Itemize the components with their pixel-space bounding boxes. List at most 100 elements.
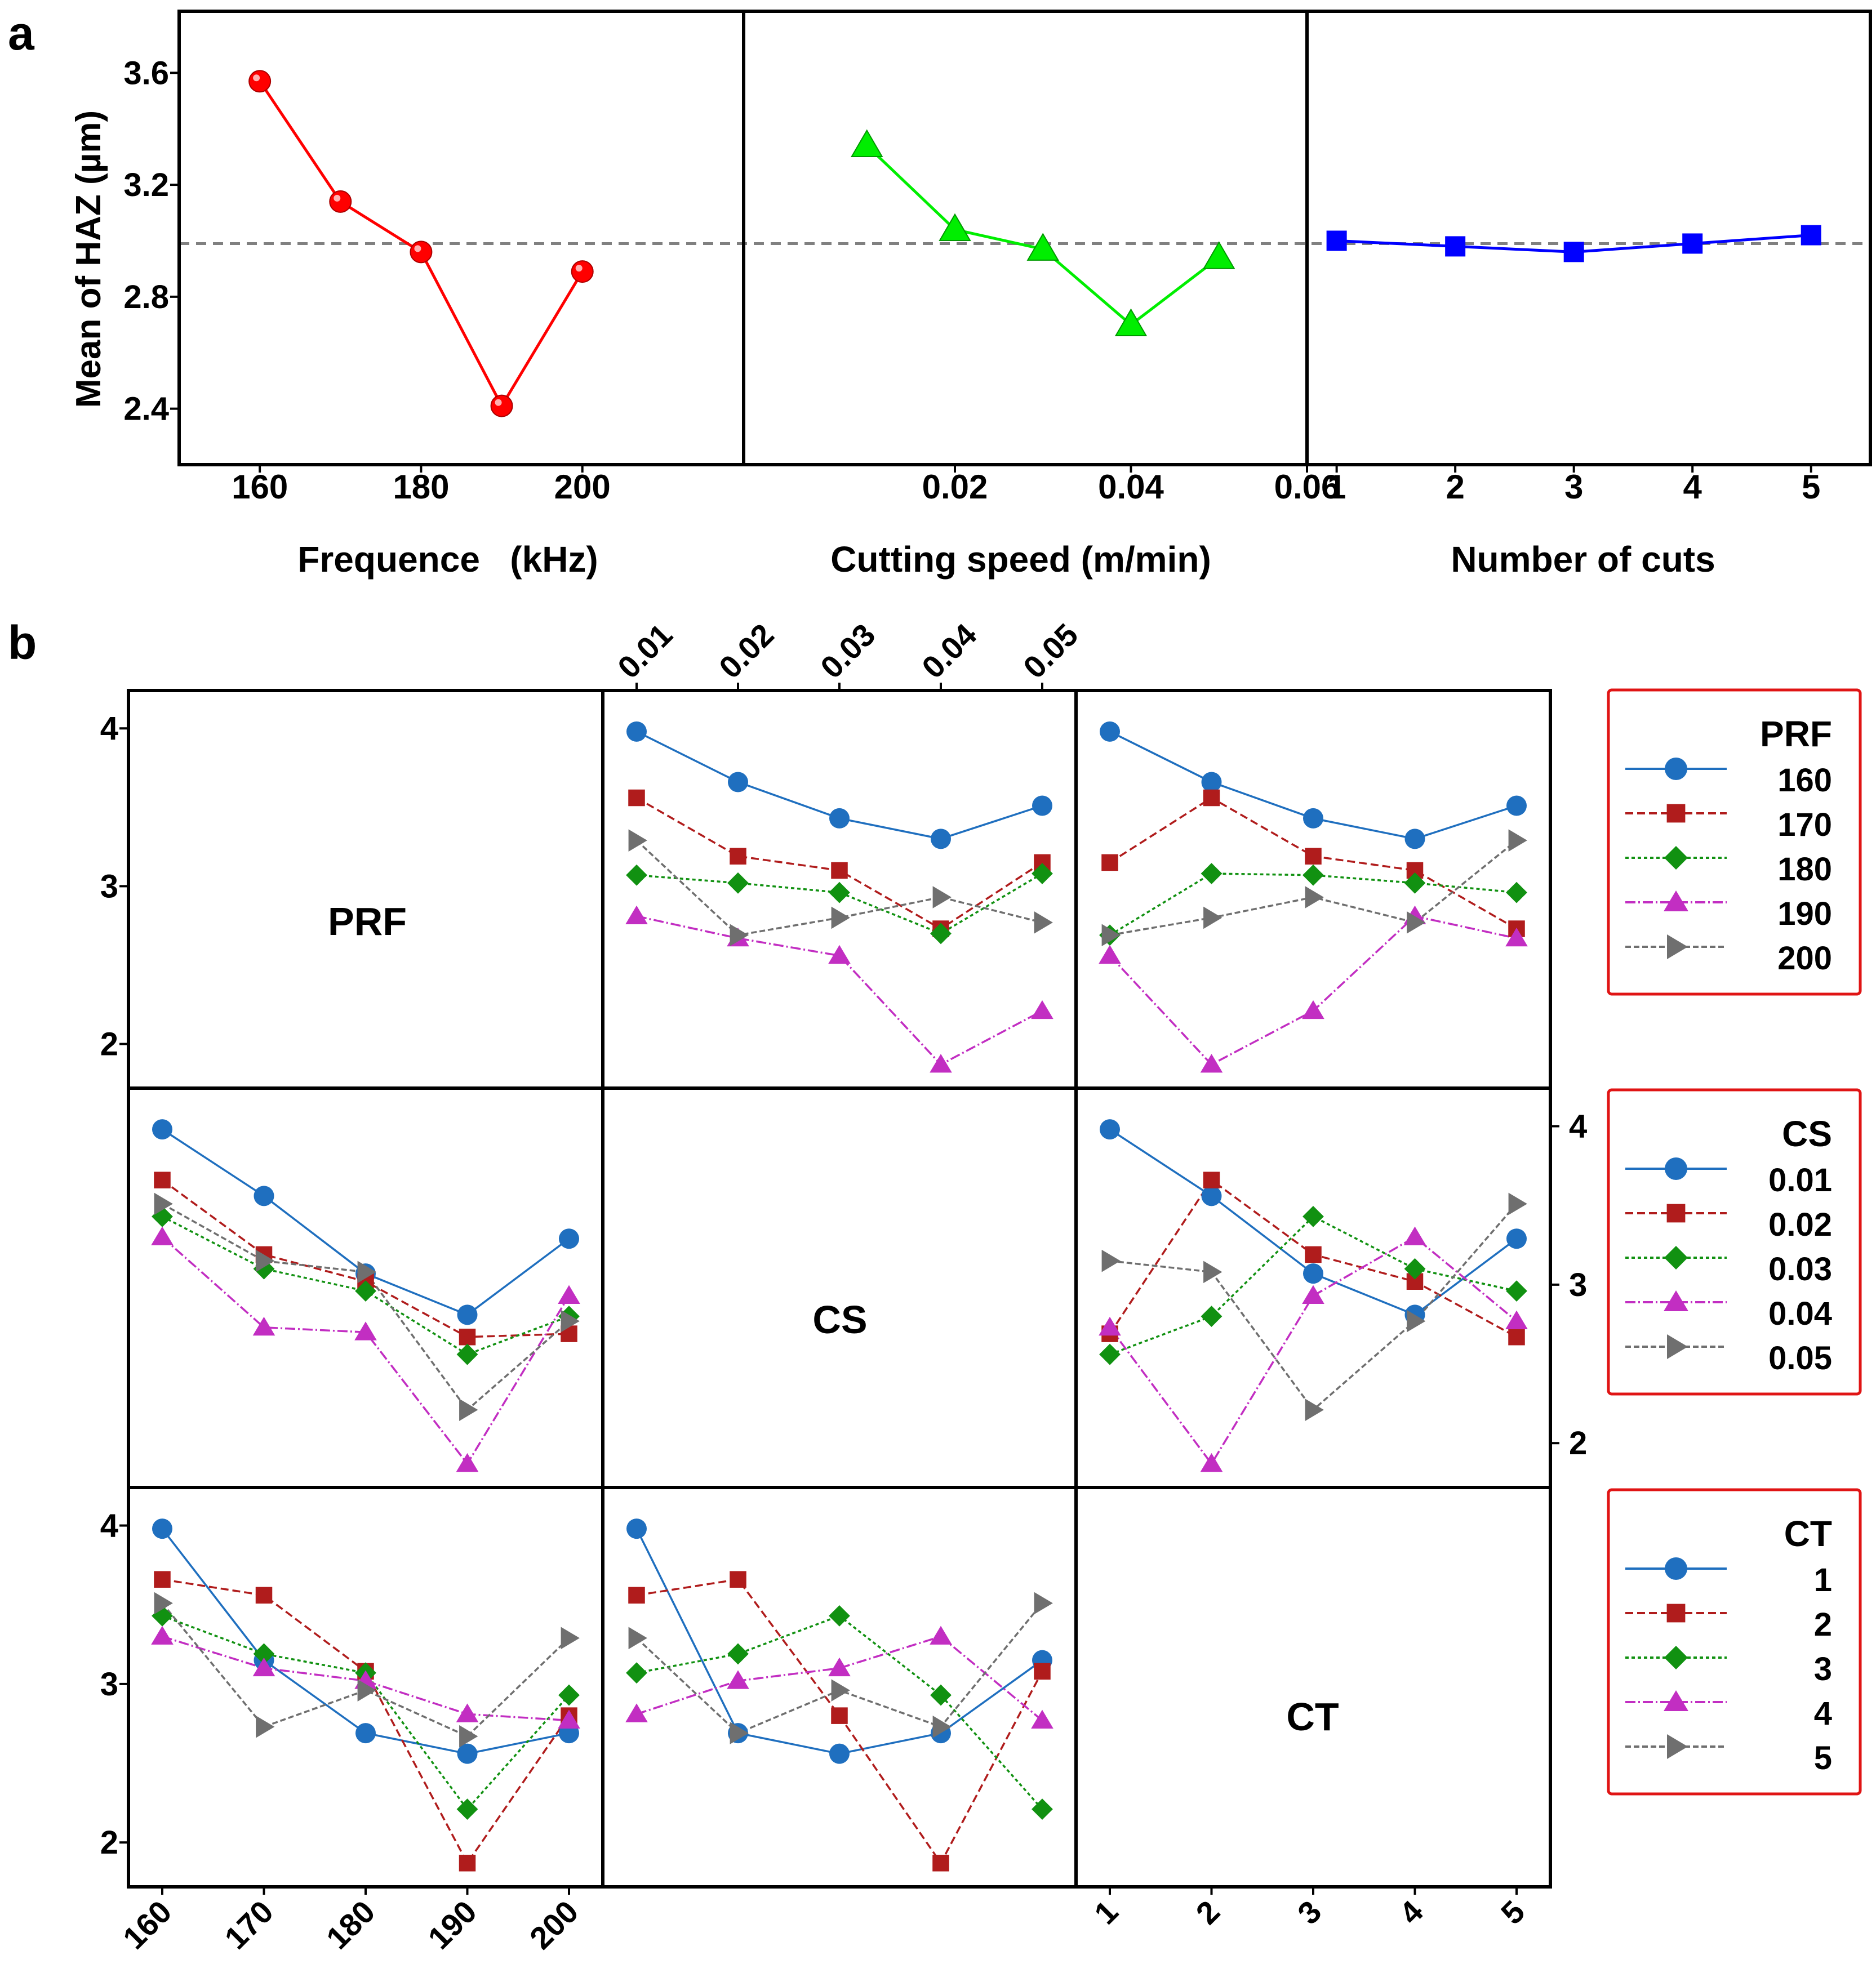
series-point-160-3: [829, 808, 850, 829]
series-point-0.05-1: [1101, 1249, 1121, 1272]
legend-ct-entry-2: 2: [1814, 1606, 1832, 1643]
x-tick-label: 5: [1802, 468, 1820, 506]
series-point-170-2: [1203, 789, 1220, 807]
panel-a-x-label-frequence: Frequence (kHz): [297, 539, 598, 580]
data-point-3-1: [1326, 230, 1347, 251]
series-point-2-3: [831, 1707, 848, 1724]
series-line-4: [636, 1635, 1043, 1721]
series-point-0.04-4: [456, 1453, 479, 1472]
series-point-0.01-4: [457, 1304, 478, 1325]
factor-label-cs: CS: [812, 1298, 867, 1342]
series-line-190: [636, 915, 1043, 1066]
series-point-1-1: [152, 1518, 172, 1539]
x-tick-label: 180: [393, 468, 449, 506]
series-point-170-1: [1101, 854, 1118, 871]
data-point-3-5: [1801, 225, 1821, 246]
x-tick-label: 0.03: [813, 617, 882, 685]
interaction-cell-row3-col2: [625, 1518, 1053, 1872]
data-point-1-4: [490, 394, 513, 417]
data-point-1-3-highlight: [414, 245, 421, 252]
series-line-2: [162, 1578, 570, 1865]
series-point-190-4: [930, 1054, 952, 1073]
legend-prf-entry-3: 180: [1777, 851, 1832, 888]
legend-prf-entry-1: 160: [1777, 762, 1832, 799]
x-tick-label: 180: [319, 1894, 382, 1956]
series-point-1-4: [457, 1743, 478, 1764]
series-point-3-1: [626, 1662, 647, 1684]
legend-cs-entry-3: 0.03: [1768, 1251, 1832, 1288]
series-point-0.02-2: [1203, 1172, 1220, 1188]
y-tick-label: 3: [100, 868, 118, 905]
series-point-1-3: [829, 1743, 850, 1764]
data-point-1-2-highlight: [334, 194, 341, 202]
series-point-0.04-5: [1505, 1310, 1528, 1329]
series-point-0.03-4: [1404, 1258, 1426, 1280]
series-point-0.04-1: [1099, 1316, 1121, 1336]
legend-ct-entry-1: 1: [1814, 1562, 1832, 1598]
series-point-170-1: [628, 789, 645, 807]
series-point-3-5: [1032, 1798, 1053, 1820]
series-point-0.05-4: [1407, 1310, 1426, 1333]
series-point-160-4: [1404, 829, 1425, 849]
legend-ct: CT 1 2 3 4 5: [1607, 1488, 1862, 1796]
series-point-180-1: [626, 864, 647, 886]
series-point-0.05-5: [561, 1310, 580, 1333]
series-point-160-1: [1100, 721, 1120, 742]
series-line-0.04: [161, 1236, 570, 1466]
x-tick-label: 4: [1392, 1894, 1430, 1931]
series-point-0.04-1: [151, 1226, 174, 1245]
series-point-4-4: [456, 1703, 479, 1722]
x-tick-label: 0.04: [1098, 468, 1164, 506]
legend-prf-entry-5: 200: [1777, 940, 1832, 977]
series-point-190-3: [1302, 1000, 1324, 1019]
series-point-0.03-5: [1506, 1280, 1527, 1302]
series-point-5-3: [357, 1679, 376, 1702]
series-point-0.03-2: [253, 1258, 275, 1280]
x-tick-label: 170: [217, 1894, 280, 1956]
y-tick-label: 4: [100, 1508, 118, 1544]
interaction-cell-row1-col2: [625, 721, 1053, 1073]
series-point-2-4: [932, 1855, 949, 1872]
data-point-3-3: [1563, 242, 1584, 262]
series-point-180-2: [727, 872, 749, 894]
y-tick-label: 2: [100, 1026, 118, 1063]
series-line-0.04: [1109, 1236, 1518, 1466]
data-point-2-1: [851, 129, 883, 157]
series-point-0.04-4: [1403, 1226, 1426, 1245]
legend-marker-sample: [1664, 1290, 1688, 1311]
x-tick-label: 1: [1327, 468, 1346, 506]
legend-prf-entry-2: 170: [1777, 807, 1832, 843]
series-point-0.04-2: [1200, 1453, 1223, 1472]
series-point-190-2: [1200, 1054, 1223, 1073]
legend-prf: PRF 160 170 180 190 200: [1607, 688, 1862, 996]
x-tick-label: 5: [1494, 1894, 1532, 1931]
series-point-5-1: [628, 1627, 647, 1650]
series-point-200-3: [831, 906, 850, 929]
series-point-180-5: [1506, 881, 1527, 903]
y-tick-label: 2: [100, 1824, 118, 1861]
y-tick-label: 4: [1569, 1108, 1587, 1145]
x-tick-label: 160: [116, 1894, 179, 1956]
series-point-4-3: [828, 1657, 851, 1677]
legend-ct-entry-4: 4: [1814, 1695, 1832, 1732]
series-point-160-3: [1303, 808, 1323, 829]
panel-a-x-label-cutting-speed: Cutting speed (m/min): [830, 539, 1211, 580]
series-point-0.02-5: [1508, 1328, 1525, 1346]
y-tick-label: 3: [1569, 1267, 1587, 1303]
series-point-2-1: [154, 1571, 171, 1588]
series-point-0.04-5: [558, 1285, 580, 1304]
series-line-0.05: [162, 1203, 570, 1411]
series-point-4-1: [151, 1625, 174, 1645]
interaction-cell-row3-col1: [151, 1518, 580, 1872]
series-point-4-2: [252, 1657, 275, 1677]
series-point-4-5: [558, 1709, 580, 1729]
series-point-0.01-1: [1100, 1119, 1120, 1140]
y-tick-label: 3.2: [123, 167, 169, 203]
series-point-0.04-3: [1302, 1285, 1324, 1304]
factor-label-ct: CT: [1286, 1695, 1339, 1739]
x-tick-label: 3: [1564, 468, 1583, 506]
data-point-2-4: [1114, 308, 1148, 336]
series-point-3-3: [829, 1605, 850, 1627]
series-point-0.05-5: [1508, 1192, 1527, 1215]
series-point-2-2: [730, 1571, 746, 1588]
